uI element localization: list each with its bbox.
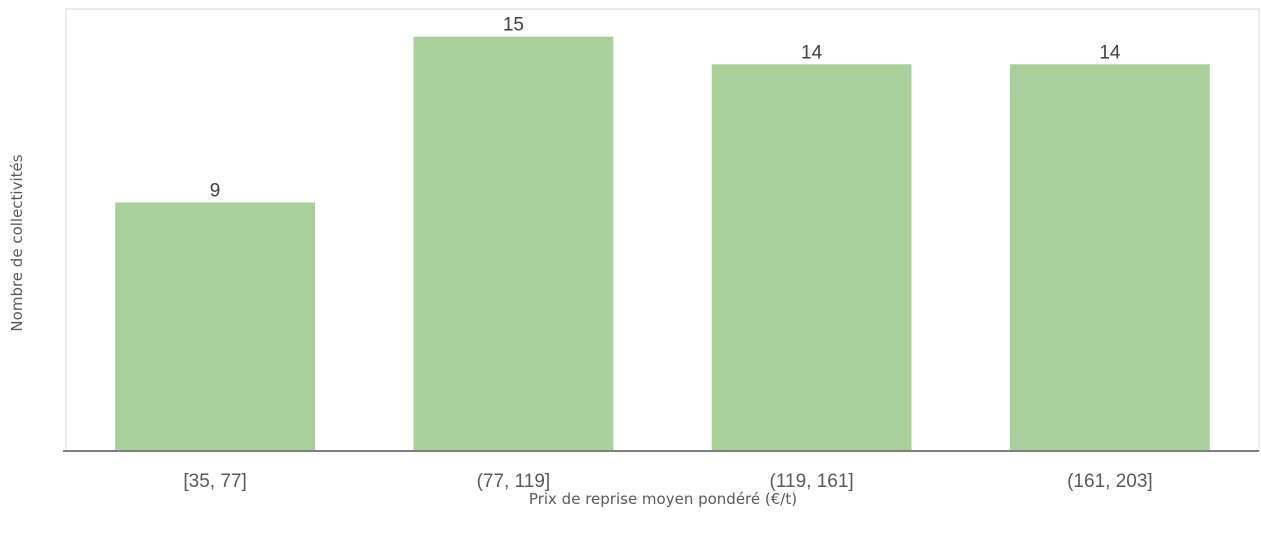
x-tick-label-0: [35, 77] <box>183 471 246 492</box>
x-tick-labels-group: [35, 77] (77, 119] (119, 161] (161, 203] <box>183 471 1152 492</box>
y-axis-title: Nombre de collectivités <box>8 154 26 331</box>
bar-3 <box>1010 64 1210 452</box>
data-label-1: 15 <box>503 15 524 36</box>
bar-1 <box>413 36 614 451</box>
x-axis-title: Prix de reprise moyen pondéré (€/t) <box>529 490 797 508</box>
x-tick-label-1: (77, 119] <box>477 471 551 492</box>
data-label-0: 9 <box>210 180 221 201</box>
data-label-3: 14 <box>1099 42 1121 63</box>
x-tick-label-2: (119, 161] <box>770 471 854 492</box>
bar-2 <box>711 64 912 452</box>
x-tick-label-3: (161, 203] <box>1067 471 1153 492</box>
data-label-2: 14 <box>801 42 823 63</box>
bars-group <box>115 36 1210 452</box>
data-labels-group: 9 15 14 14 <box>210 15 1121 202</box>
bar-0 <box>115 202 315 451</box>
